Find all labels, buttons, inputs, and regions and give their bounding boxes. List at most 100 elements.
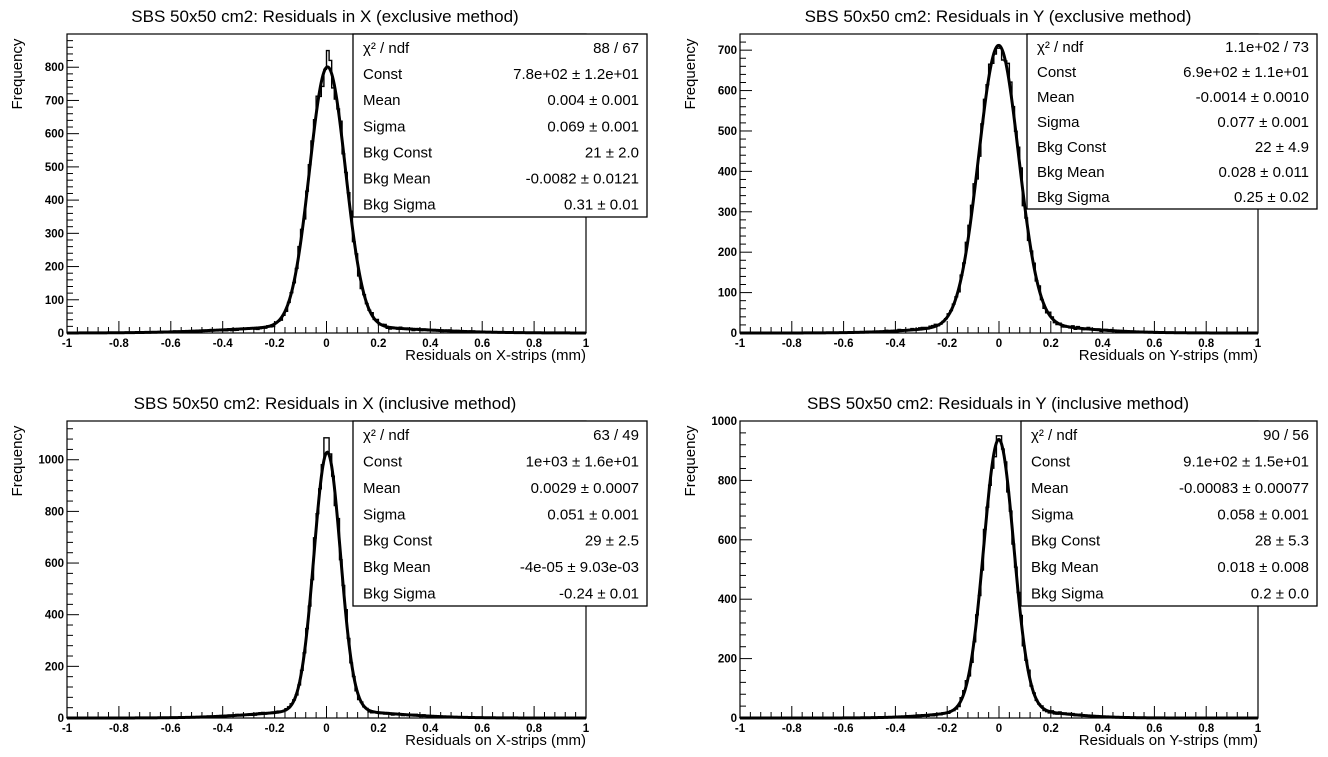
stat-label: Const <box>363 66 403 83</box>
stat-value: -0.24 ± 0.01 <box>559 586 639 603</box>
stat-value: 63 / 49 <box>593 427 639 444</box>
fit-stats-box: χ² / ndf 63 / 49 Const 1e+03 ± 1.6e+01 Mean 0… <box>352 420 648 607</box>
stats-box-frame <box>1020 420 1318 607</box>
x-tick-label: -0.4 <box>213 338 233 350</box>
y-axis-title: Frequency <box>682 425 699 496</box>
stat-value: 0.069 ± 0.001 <box>547 118 639 135</box>
stat-label: Const <box>363 453 403 470</box>
fit-stats-box: χ² / ndf 1.1e+02 / 73 Const 6.9e+02 ± 1.1e+… <box>1026 33 1318 210</box>
fit-curve <box>740 43 1258 335</box>
x-tick-label: -0.8 <box>782 723 802 735</box>
x-tick-label: 1 <box>1255 723 1262 735</box>
stat-value: -0.0082 ± 0.0121 <box>526 171 639 188</box>
stat-label: Bkg Const <box>363 533 433 550</box>
y-tick-label: 200 <box>45 262 64 274</box>
x-tick-label: -1 <box>735 723 746 735</box>
y-axis-title: Frequency <box>9 38 26 109</box>
stat-label: Bkg Sigma <box>363 197 436 214</box>
y-tick-label: 600 <box>718 535 737 547</box>
y-tick-label: 800 <box>718 475 737 487</box>
x-tick-label: 0.6 <box>474 338 490 350</box>
stat-label: Bkg Mean <box>363 559 431 576</box>
y-tick-label: 400 <box>718 166 737 178</box>
x-tick-label: 0 <box>323 723 329 735</box>
fit-curve <box>740 437 1258 720</box>
x-tick-label: 0 <box>996 338 1002 350</box>
stat-label: Mean <box>1031 480 1069 497</box>
y-tick-label: 1000 <box>38 455 64 467</box>
stat-value: -0.0014 ± 0.0010 <box>1196 89 1309 106</box>
chart-title: SBS 50x50 cm2: Residuals in X (inclusive… <box>134 394 517 413</box>
y-tick-label: 100 <box>45 295 64 307</box>
x-tick-label: -0.8 <box>782 338 802 350</box>
stats-box-frame <box>352 33 648 218</box>
x-tick-label: -0.8 <box>109 338 129 350</box>
x-tick-label: -0.2 <box>937 338 957 350</box>
x-tick-label: 1 <box>1255 338 1262 350</box>
stat-value: 29 ± 2.5 <box>585 533 639 550</box>
y-tick-label: 300 <box>718 207 737 219</box>
stat-label: Mean <box>1037 89 1075 106</box>
stat-label: Sigma <box>363 118 406 135</box>
y-tick-label: 600 <box>718 86 737 98</box>
x-tick-label: 0.8 <box>526 723 543 735</box>
x-tick-label: 0.2 <box>1043 723 1059 735</box>
x-tick-label: -0.2 <box>937 723 957 735</box>
stat-label: Sigma <box>1031 506 1074 523</box>
chart-title: SBS 50x50 cm2: Residuals in Y (exclusive… <box>805 7 1192 26</box>
stat-value: 0.058 ± 0.001 <box>1217 506 1309 523</box>
stat-value: 1e+03 ± 1.6e+01 <box>526 453 639 470</box>
stat-value: 0.31 ± 0.01 <box>564 197 639 214</box>
y-tick-label: 500 <box>45 162 64 174</box>
x-tick-label: -0.2 <box>265 723 285 735</box>
x-tick-label: -0.6 <box>834 723 854 735</box>
fit-curve <box>67 450 586 720</box>
stat-value: 88 / 67 <box>593 40 639 57</box>
x-tick-label: 0.8 <box>1198 338 1215 350</box>
x-tick-label: 0.6 <box>1146 338 1162 350</box>
y-tick-label: 0 <box>58 713 64 725</box>
stat-value: 0.25 ± 0.02 <box>1234 189 1309 206</box>
y-tick-label: 700 <box>45 95 64 107</box>
stat-value: 0.018 ± 0.008 <box>1217 559 1309 576</box>
x-tick-label: -0.4 <box>885 723 905 735</box>
x-tick-label: 0.4 <box>422 338 439 350</box>
stat-value: -0.00083 ± 0.00077 <box>1179 480 1309 497</box>
stat-label: χ² / ndf <box>363 40 410 57</box>
fit-stats-box: χ² / ndf 90 / 56 Const 9.1e+02 ± 1.5e+01 Mea… <box>1020 420 1318 607</box>
stat-label: Bkg Const <box>1037 139 1107 156</box>
y-tick-label: 0 <box>731 713 737 725</box>
x-tick-label: -0.6 <box>161 338 181 350</box>
stat-value: 0.051 ± 0.001 <box>547 506 639 523</box>
stat-label: Bkg Sigma <box>1031 586 1104 603</box>
x-tick-label: 0.2 <box>370 338 386 350</box>
stat-label: Sigma <box>363 506 406 523</box>
y-tick-label: 0 <box>731 328 737 340</box>
stat-label: Bkg Mean <box>363 171 431 188</box>
x-tick-label: 0.4 <box>1095 723 1112 735</box>
stat-value: 0.2 ± 0.0 <box>1251 586 1309 603</box>
x-tick-label: 0.4 <box>422 723 439 735</box>
y-tick-label: 0 <box>58 328 64 340</box>
x-tick-label: -1 <box>735 338 746 350</box>
fit-stats-box: χ² / ndf 88 / 67 Const 7.8e+02 ± 1.2e+01 Mea… <box>352 33 648 218</box>
x-axis-title: Residuals on Y-strips (mm) <box>1079 347 1258 364</box>
x-tick-label: 0.8 <box>1198 723 1215 735</box>
y-axis-title: Frequency <box>9 425 26 496</box>
stat-value: 9.1e+02 ± 1.5e+01 <box>1183 453 1309 470</box>
chart-title: SBS 50x50 cm2: Residuals in X (exclusive… <box>131 7 518 26</box>
stat-value: 6.9e+02 ± 1.1e+01 <box>1183 64 1309 81</box>
histogram-panel-3: SBS 50x50 cm2: Residuals in X (inclusive… <box>9 394 648 749</box>
x-axis-title: Residuals on X-strips (mm) <box>405 732 586 749</box>
stat-label: χ² / ndf <box>1037 39 1084 56</box>
stat-label: Sigma <box>1037 114 1080 131</box>
stat-label: Const <box>1037 64 1077 81</box>
y-tick-label: 300 <box>45 228 64 240</box>
y-tick-label: 200 <box>718 247 737 259</box>
x-tick-label: -1 <box>62 338 73 350</box>
chart-title: SBS 50x50 cm2: Residuals in Y (inclusive… <box>807 394 1189 413</box>
x-tick-label: 0.8 <box>526 338 543 350</box>
x-tick-label: 0.2 <box>1043 338 1059 350</box>
x-tick-label: 0.4 <box>1095 338 1112 350</box>
stats-box-frame <box>1026 33 1318 210</box>
